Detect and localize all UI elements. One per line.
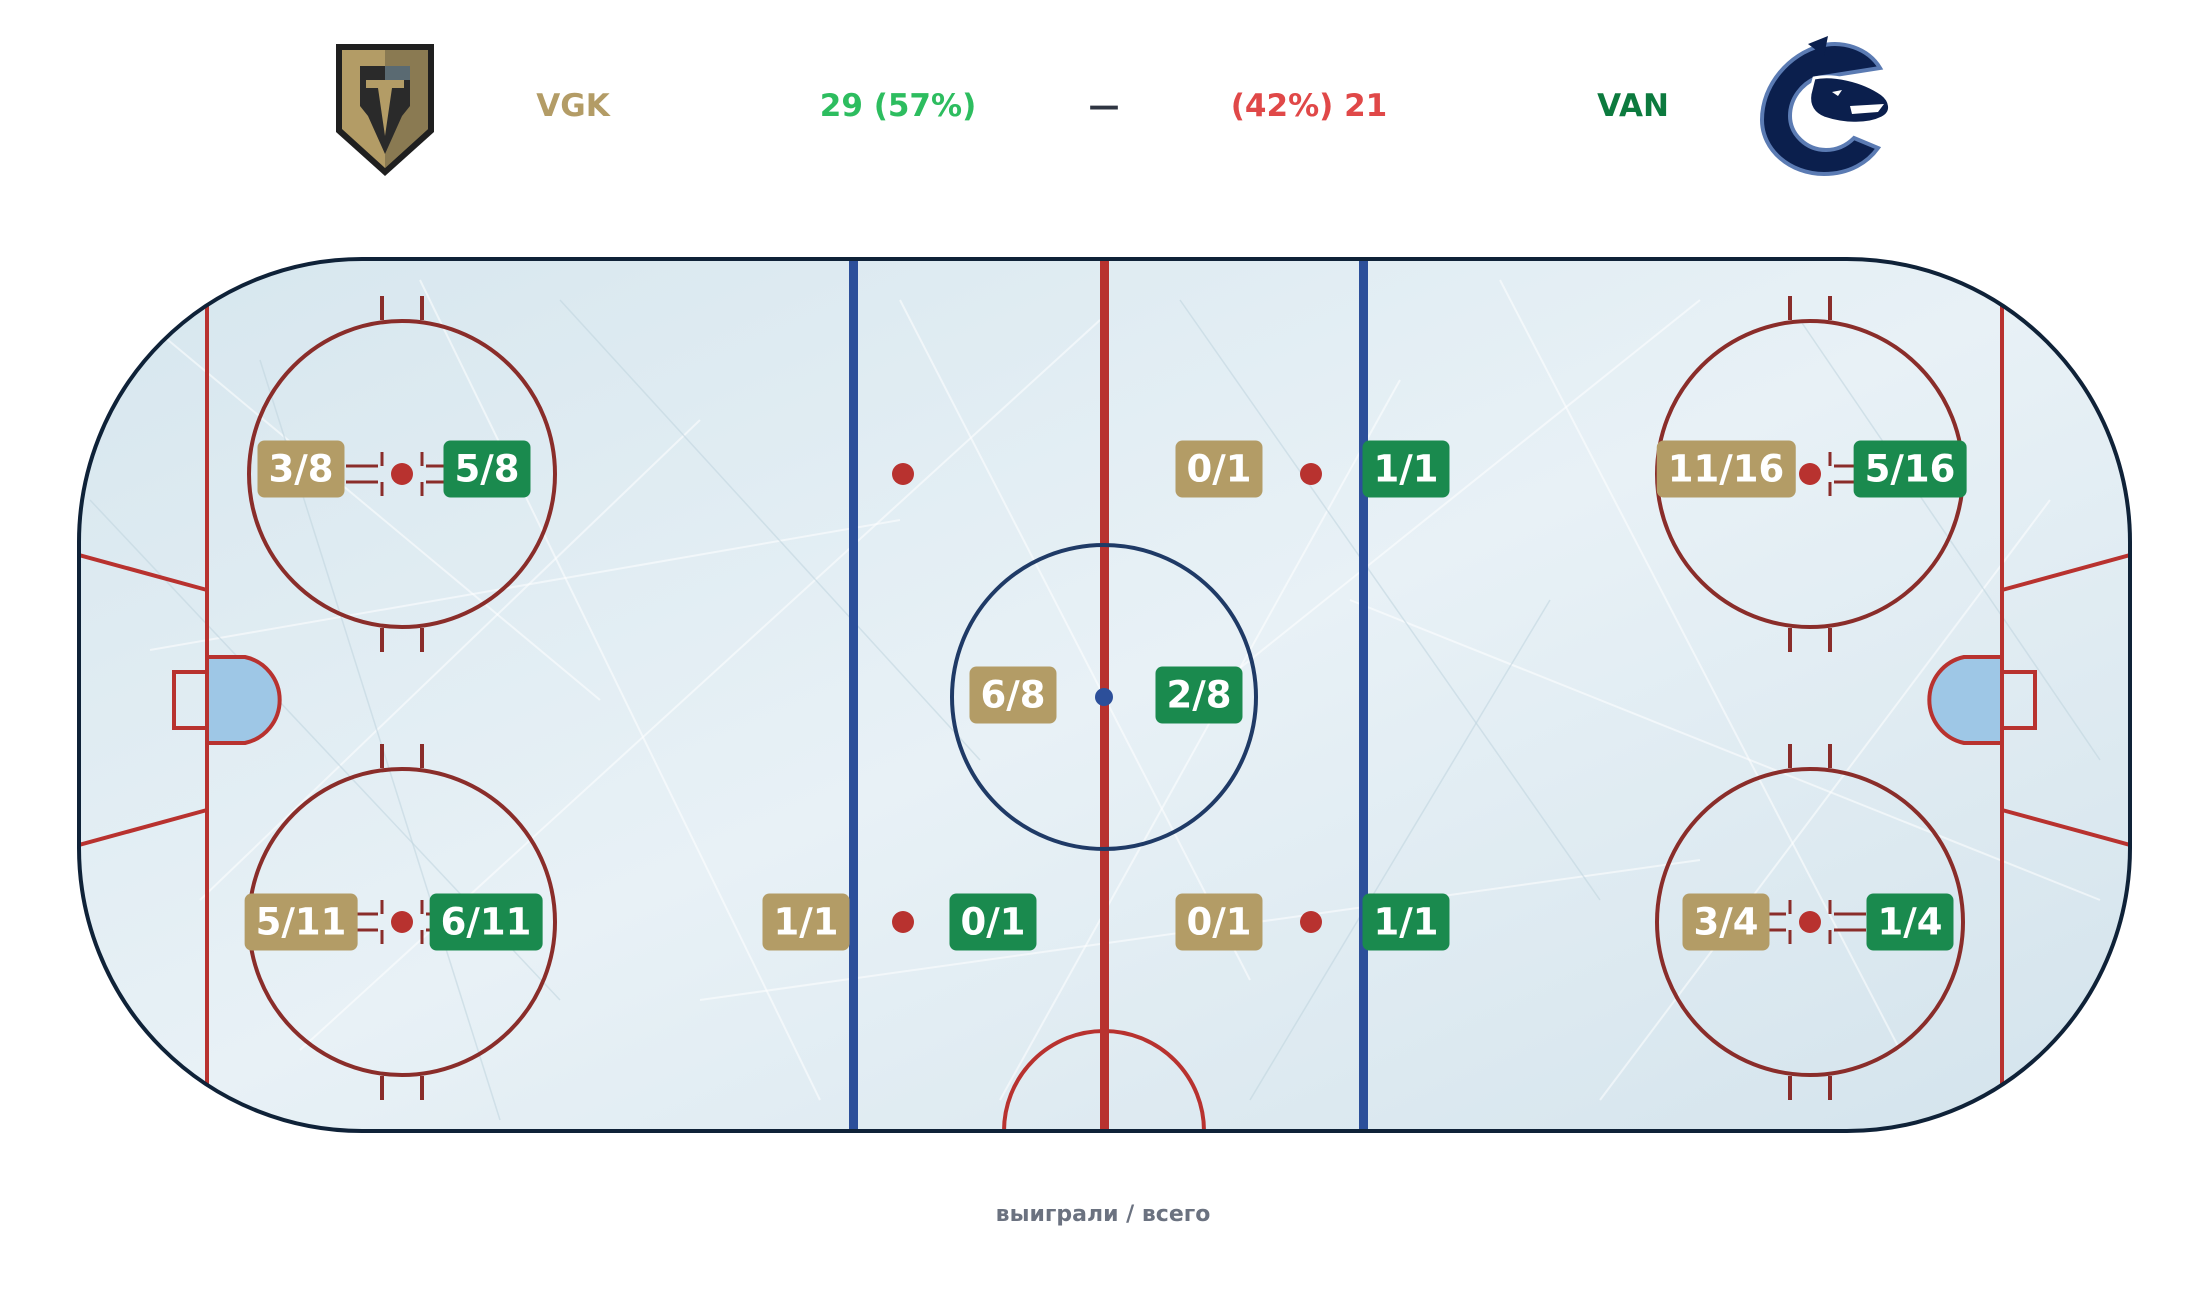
nz-left-bot-away-badge: 0/1 xyxy=(949,893,1037,951)
nz-right-top-away-badge: 1/1 xyxy=(1362,440,1450,498)
nz-left-bot-home-badge: 1/1 xyxy=(762,893,850,951)
legend-caption: выиграли / всего xyxy=(995,1202,1211,1227)
score-separator: — xyxy=(1088,88,1120,124)
center-home-badge: 6/8 xyxy=(969,666,1057,724)
nz-right-top-home-badge: 0/1 xyxy=(1175,440,1263,498)
right-top-home-badge: 11/16 xyxy=(1656,440,1796,498)
left-top-home-badge: 3/8 xyxy=(257,440,345,498)
away-team-abbr: VAN xyxy=(1597,88,1669,124)
left-top-away-badge: 5/8 xyxy=(443,440,531,498)
left-bot-away-badge: 6/11 xyxy=(429,893,543,951)
canucks-orca-logo-icon xyxy=(1759,36,1891,177)
right-top-away-badge: 5/16 xyxy=(1853,440,1967,498)
home-faceoff-total: 29 (57%) xyxy=(819,88,977,124)
right-bot-away-badge: 1/4 xyxy=(1866,893,1954,951)
away-faceoff-total: (42%) 21 xyxy=(1230,88,1388,124)
vegas-helmet-logo-icon xyxy=(336,44,434,176)
center-away-badge: 2/8 xyxy=(1155,666,1243,724)
right-bot-home-badge: 3/4 xyxy=(1682,893,1770,951)
nz-right-bot-home-badge: 0/1 xyxy=(1175,893,1263,951)
nz-right-bot-away-badge: 1/1 xyxy=(1362,893,1450,951)
left-bot-home-badge: 5/11 xyxy=(244,893,358,951)
home-team-abbr: VGK xyxy=(536,88,610,124)
